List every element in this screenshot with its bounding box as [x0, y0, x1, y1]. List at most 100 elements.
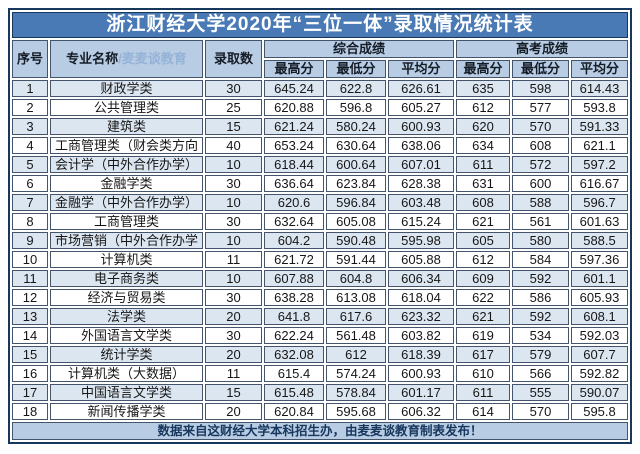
admissions-table: 浙江财经大学2020年“三位一体”录取情况统计表 序号 专业名称/麦麦谈教育 录… [8, 8, 632, 444]
cell-comprehensive-max: 641.8 [264, 308, 324, 325]
table-row: 14 外国语言文学类 30 622.24 561.48 603.82 619 534 592.0… [12, 327, 628, 344]
cell-seq: 2 [12, 99, 48, 116]
cell-count: 11 [205, 365, 262, 382]
cell-seq: 16 [12, 365, 48, 382]
table-row: 6 金融学类 30 636.64 623.84 628.38 631 600 616.67 [12, 175, 628, 192]
cell-seq: 14 [12, 327, 48, 344]
cell-major: 外国语言文学类 [50, 327, 203, 344]
cell-count: 40 [205, 137, 262, 154]
cell-count: 10 [205, 194, 262, 211]
cell-gaokao-min: 579 [512, 346, 569, 363]
cell-seq: 8 [12, 213, 48, 230]
cell-comprehensive-max: 653.24 [264, 137, 324, 154]
cell-seq: 5 [12, 156, 48, 173]
header-group-comprehensive: 综合成绩 [264, 40, 454, 58]
cell-count: 11 [205, 251, 262, 268]
cell-major: 电子商务类 [50, 270, 203, 287]
table-row: 18 新闻传播学类 20 620.84 595.68 606.32 614 570 595.8 [12, 403, 628, 420]
cell-gaokao-avg: 621.1 [571, 137, 628, 154]
cell-comprehensive-min: 596.8 [326, 99, 386, 116]
cell-seq: 1 [12, 80, 48, 97]
table-row: 16 计算机类（大数据） 11 615.4 574.24 600.93 610 566 592.… [12, 365, 628, 382]
header-row-groups: 序号 专业名称/麦麦谈教育 录取数 综合成绩 高考成绩 [12, 40, 628, 78]
cell-comprehensive-min: 617.6 [326, 308, 386, 325]
cell-major: 计算机类（大数据） [50, 365, 203, 382]
cell-gaokao-avg: 595.8 [571, 403, 628, 420]
cell-comprehensive-min: 630.64 [326, 137, 386, 154]
cell-major: 金融学类 [50, 175, 203, 192]
cell-comprehensive-max: 636.64 [264, 175, 324, 192]
table-row: 13 法学类 20 641.8 617.6 623.32 621 592 608.1 [12, 308, 628, 325]
cell-gaokao-avg: 592.82 [571, 365, 628, 382]
cell-comprehensive-max: 620.6 [264, 194, 324, 211]
cell-comprehensive-max: 645.24 [264, 80, 324, 97]
cell-gaokao-max: 635 [456, 80, 510, 97]
cell-seq: 7 [12, 194, 48, 211]
header-comprehensive-min: 最低分 [326, 60, 386, 78]
cell-comprehensive-min: 578.84 [326, 384, 386, 401]
cell-gaokao-min: 572 [512, 156, 569, 173]
cell-comprehensive-min: 580.24 [326, 118, 386, 135]
cell-comprehensive-avg: 600.93 [388, 365, 454, 382]
cell-major: 财政学类 [50, 80, 203, 97]
cell-gaokao-avg: 593.8 [571, 99, 628, 116]
cell-comprehensive-max: 621.24 [264, 118, 324, 135]
cell-comprehensive-max: 615.48 [264, 384, 324, 401]
cell-major: 金融学（中外合作办学） [50, 194, 203, 211]
cell-gaokao-max: 631 [456, 175, 510, 192]
cell-count: 10 [205, 232, 262, 249]
cell-count: 20 [205, 308, 262, 325]
cell-gaokao-avg: 605.93 [571, 289, 628, 306]
table-title: 浙江财经大学2020年“三位一体”录取情况统计表 [12, 12, 628, 38]
cell-gaokao-max: 612 [456, 251, 510, 268]
cell-gaokao-avg: 597.2 [571, 156, 628, 173]
cell-comprehensive-max: 604.2 [264, 232, 324, 249]
cell-gaokao-avg: 614.43 [571, 80, 628, 97]
title-row: 浙江财经大学2020年“三位一体”录取情况统计表 [12, 12, 628, 38]
table-row: 7 金融学（中外合作办学） 10 620.6 596.84 603.48 608 588 596… [12, 194, 628, 211]
cell-comprehensive-min: 590.48 [326, 232, 386, 249]
cell-major: 新闻传播学类 [50, 403, 203, 420]
table-row: 4 工商管理类（财会类方向 40 653.24 630.64 638.06 634 608 62… [12, 137, 628, 154]
cell-gaokao-min: 592 [512, 308, 569, 325]
cell-comprehensive-max: 620.88 [264, 99, 324, 116]
cell-count: 10 [205, 270, 262, 287]
table-footer-note: 数据来自这财经大学本科招生办，由麦麦谈教育制表发布！ [12, 422, 628, 440]
cell-major: 市场营销（中外合作办学 [50, 232, 203, 249]
cell-comprehensive-avg: 606.34 [388, 270, 454, 287]
table-row: 2 公共管理类 25 620.88 596.8 605.27 612 577 593.8 [12, 99, 628, 116]
cell-comprehensive-max: 638.28 [264, 289, 324, 306]
cell-comprehensive-min: 574.24 [326, 365, 386, 382]
cell-seq: 6 [12, 175, 48, 192]
table-row: 17 中国语言文学类 15 615.48 578.84 601.17 611 555 590.0… [12, 384, 628, 401]
cell-seq: 15 [12, 346, 48, 363]
cell-comprehensive-min: 612 [326, 346, 386, 363]
cell-comprehensive-max: 632.64 [264, 213, 324, 230]
cell-count: 20 [205, 403, 262, 420]
cell-gaokao-avg: 596.7 [571, 194, 628, 211]
cell-count: 30 [205, 289, 262, 306]
cell-comprehensive-avg: 607.01 [388, 156, 454, 173]
header-col-major-label: 专业名称 [66, 51, 119, 66]
header-group-gaokao: 高考成绩 [456, 40, 628, 58]
header-gaokao-avg: 平均分 [571, 60, 628, 78]
cell-major: 计算机类 [50, 251, 203, 268]
cell-seq: 12 [12, 289, 48, 306]
cell-comprehensive-max: 632.08 [264, 346, 324, 363]
cell-count: 15 [205, 118, 262, 135]
cell-gaokao-avg: 601.1 [571, 270, 628, 287]
cell-gaokao-min: 598 [512, 80, 569, 97]
cell-comprehensive-max: 618.44 [264, 156, 324, 173]
cell-comprehensive-max: 620.84 [264, 403, 324, 420]
cell-comprehensive-avg: 615.24 [388, 213, 454, 230]
cell-gaokao-max: 622 [456, 289, 510, 306]
cell-gaokao-avg: 607.7 [571, 346, 628, 363]
cell-comprehensive-avg: 626.61 [388, 80, 454, 97]
table-row: 8 工商管理类 30 632.64 605.08 615.24 621 561 601.63 [12, 213, 628, 230]
cell-major: 会计学（中外合作办学） [50, 156, 203, 173]
cell-seq: 18 [12, 403, 48, 420]
header-gaokao-min: 最低分 [512, 60, 569, 78]
cell-count: 25 [205, 99, 262, 116]
cell-gaokao-avg: 597.36 [571, 251, 628, 268]
cell-major: 工商管理类（财会类方向 [50, 137, 203, 154]
